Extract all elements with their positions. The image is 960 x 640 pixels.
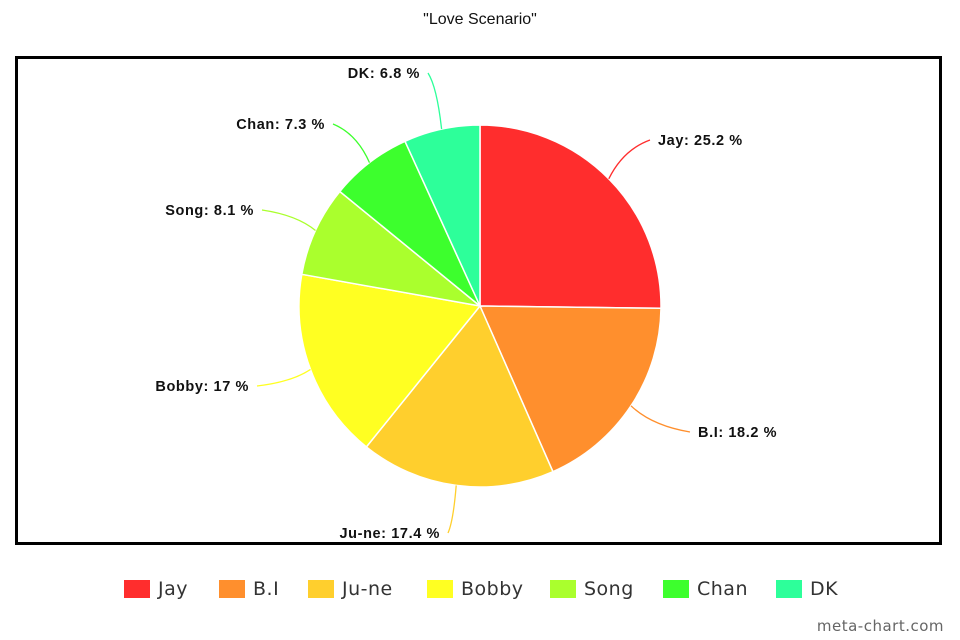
legend-label: Chan xyxy=(697,578,748,600)
leader-line-jay xyxy=(608,139,651,180)
chart-title: "Love Scenario" xyxy=(423,11,537,28)
legend-swatch xyxy=(219,580,245,598)
leader-line-song xyxy=(261,209,316,232)
watermark: meta-chart.com xyxy=(816,617,944,635)
legend-swatch xyxy=(308,580,334,598)
data-label-bobby: Bobby: 17 % xyxy=(155,379,249,395)
legend-label: Song xyxy=(584,578,634,600)
legend-swatch xyxy=(776,580,802,598)
legend-label: Jay xyxy=(158,578,188,600)
legend-swatch xyxy=(663,580,689,598)
legend-label: Bobby xyxy=(461,578,524,600)
data-label-jay: Jay: 25.2 % xyxy=(658,133,743,149)
leader-line-dk xyxy=(427,72,443,130)
data-label-song: Song: 8.1 % xyxy=(165,203,254,219)
data-label-ju-ne: Ju-ne: 17.4 % xyxy=(340,526,440,542)
legend: Jay B.I Ju-ne Bobby Song Chan DK xyxy=(0,577,960,603)
leader-line-bobby xyxy=(256,368,311,387)
pie-slice-b-i xyxy=(478,305,662,473)
legend-label: DK xyxy=(810,578,839,600)
legend-swatch xyxy=(427,580,453,598)
legend-swatch xyxy=(550,580,576,598)
data-label-chan: Chan: 7.3 % xyxy=(236,117,325,133)
data-label-b-i: B.I: 18.2 % xyxy=(698,425,777,441)
leader-line-b-i xyxy=(630,405,691,433)
legend-label: B.I xyxy=(253,578,280,600)
pie-slice-dk xyxy=(404,124,481,307)
pie-slice-song xyxy=(300,190,483,308)
pie-slice-jay xyxy=(479,124,662,310)
leader-line-ju-ne xyxy=(447,485,457,534)
legend-swatch xyxy=(124,580,150,598)
legend-label: Ju-ne xyxy=(342,578,393,600)
leader-line-chan xyxy=(332,123,371,163)
data-label-dk: DK: 6.8 % xyxy=(348,66,420,82)
